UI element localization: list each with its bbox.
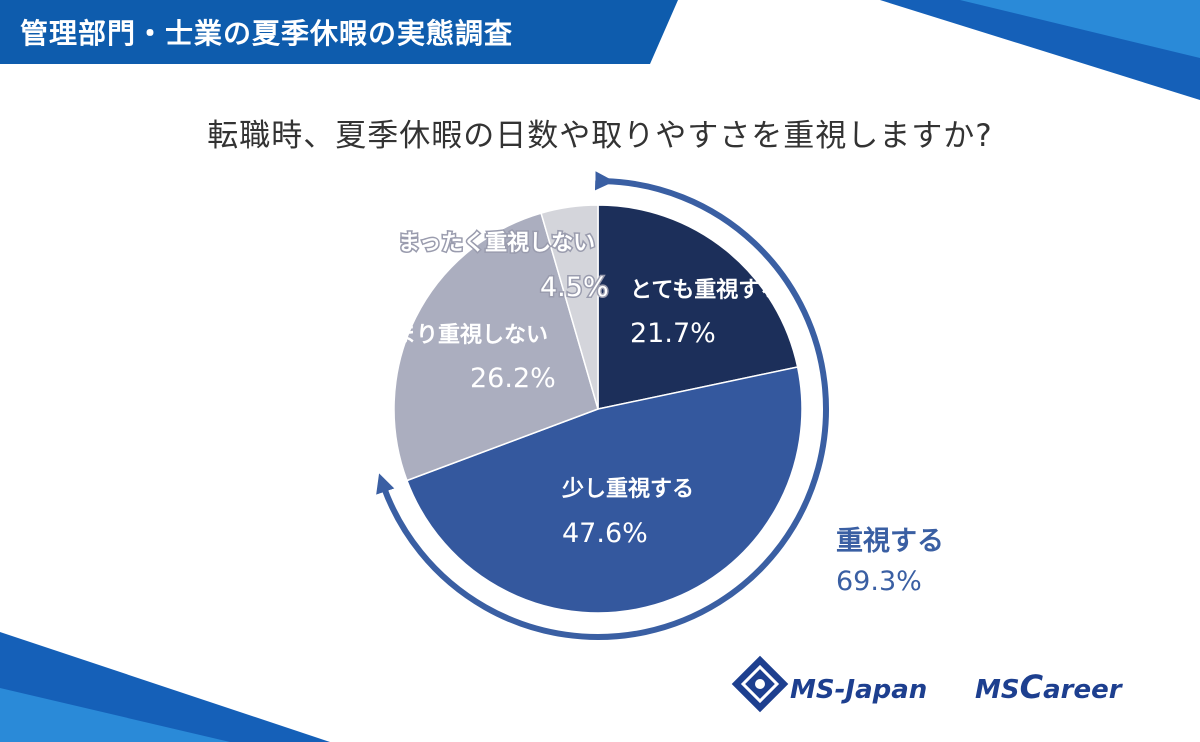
slice-label-very-important: とても重視する <box>630 278 782 303</box>
importance-bracket-arc <box>376 171 829 640</box>
slice-value-not-important-at-all: 4.5% <box>540 272 609 303</box>
ms-career-logo: MSCareer <box>975 668 1124 706</box>
ms-japan-logo: MS-Japan <box>731 655 927 713</box>
slice-label-not-very-important: あまり重視しない <box>372 323 548 348</box>
slice-value-very-important: 21.7% <box>630 318 716 349</box>
ms-career-wordmark: MSCareer <box>975 668 1124 706</box>
header-banner <box>0 0 678 64</box>
chart-question-title: 転職時、夏季休暇の日数や取りやすさを重視しますか? <box>207 118 993 154</box>
bracket-label: 重視する <box>836 526 944 557</box>
slice-value-somewhat-important: 47.6% <box>562 518 648 549</box>
header-title: 管理部門・士業の夏季休暇の実態調査 <box>20 17 514 50</box>
slice-label-somewhat-important: 少し重視する <box>561 477 694 502</box>
slice-label-not-important-at-all: まったく重視しない <box>398 231 595 256</box>
pie-slice-very-important <box>597 204 799 410</box>
slice-labels: とても重視する 21.7% 少し重視する 47.6% あまり重視しない 26.2… <box>372 230 782 550</box>
ms-japan-wordmark: MS-Japan <box>790 675 927 705</box>
pie-chart <box>393 204 803 614</box>
bracket-value: 69.3% <box>836 566 922 597</box>
ms-japan-emblem-icon <box>731 655 789 713</box>
top-right-stripe-light <box>960 0 1200 58</box>
bottom-left-stripe-light <box>0 688 230 742</box>
slice-value-not-very-important: 26.2% <box>470 363 556 394</box>
